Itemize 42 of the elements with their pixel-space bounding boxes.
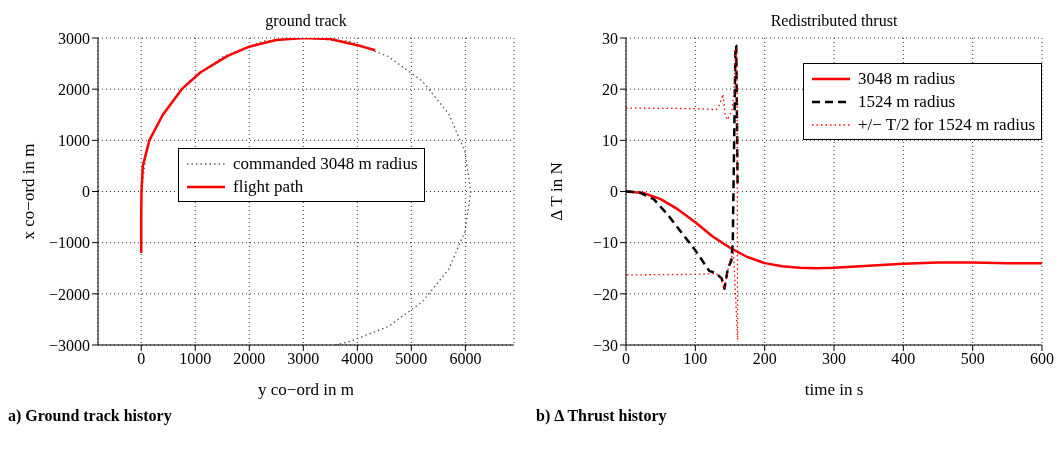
legend-label: +/− T/2 for 1524 m radius <box>857 114 1035 136</box>
y-tick-label: −3000 <box>48 336 90 354</box>
y-tick-label: 10 <box>602 132 618 150</box>
x-tick-label: 500 <box>960 350 985 368</box>
chart-title: Redistributed thrust <box>769 12 899 30</box>
y-tick-label: −10 <box>592 234 618 252</box>
legend-label: flight path <box>233 176 304 198</box>
text: a) Ground track history <box>8 407 173 425</box>
y-tick-label: 0 <box>82 183 90 201</box>
y-axis-title: Δ T in N <box>547 162 567 221</box>
x-tick-label: 1000 <box>179 350 212 368</box>
text: b) Δ Thrust history <box>536 407 668 425</box>
y-tick-label: 20 <box>602 80 618 98</box>
x-axis-title: time in s <box>804 380 864 399</box>
x-tick-label: 3000 <box>287 350 320 368</box>
legend-label: 3048 m radius <box>857 68 956 90</box>
x-axis-title: y co−ord in m <box>258 380 354 399</box>
x-tick-label: 600 <box>1030 350 1054 368</box>
y-tick-label: −2000 <box>48 285 90 303</box>
x-tick-label: 300 <box>822 350 846 368</box>
x-tick-label: 0 <box>622 350 630 368</box>
legend-label: 1524 m radius <box>857 91 956 113</box>
x-tick-label: 5000 <box>395 350 428 368</box>
legend-label: commanded 3048 m radius <box>233 153 418 175</box>
y-tick-label: 3000 <box>58 29 90 47</box>
y-tick-label: −30 <box>592 336 618 354</box>
x-tick-label: 6000 <box>449 350 482 368</box>
y-tick-label: 2000 <box>58 80 90 98</box>
x-tick-label: 0 <box>137 350 146 368</box>
y-tick-label: −20 <box>592 285 618 303</box>
y-tick-label: 1000 <box>58 132 90 150</box>
y-tick-label: −1000 <box>48 234 90 252</box>
x-tick-label: 4000 <box>341 350 374 368</box>
line-series <box>139 38 377 255</box>
y-tick-label: 30 <box>602 29 618 47</box>
y-axis-title: x co−ord in m <box>19 143 39 240</box>
x-tick-label: 400 <box>891 350 916 368</box>
y-tick-label: 0 <box>610 183 618 201</box>
chart-title: ground track <box>264 12 348 30</box>
x-tick-label: 100 <box>683 350 708 368</box>
x-tick-label: 2000 <box>233 350 266 368</box>
x-tick-label: 200 <box>752 350 777 368</box>
